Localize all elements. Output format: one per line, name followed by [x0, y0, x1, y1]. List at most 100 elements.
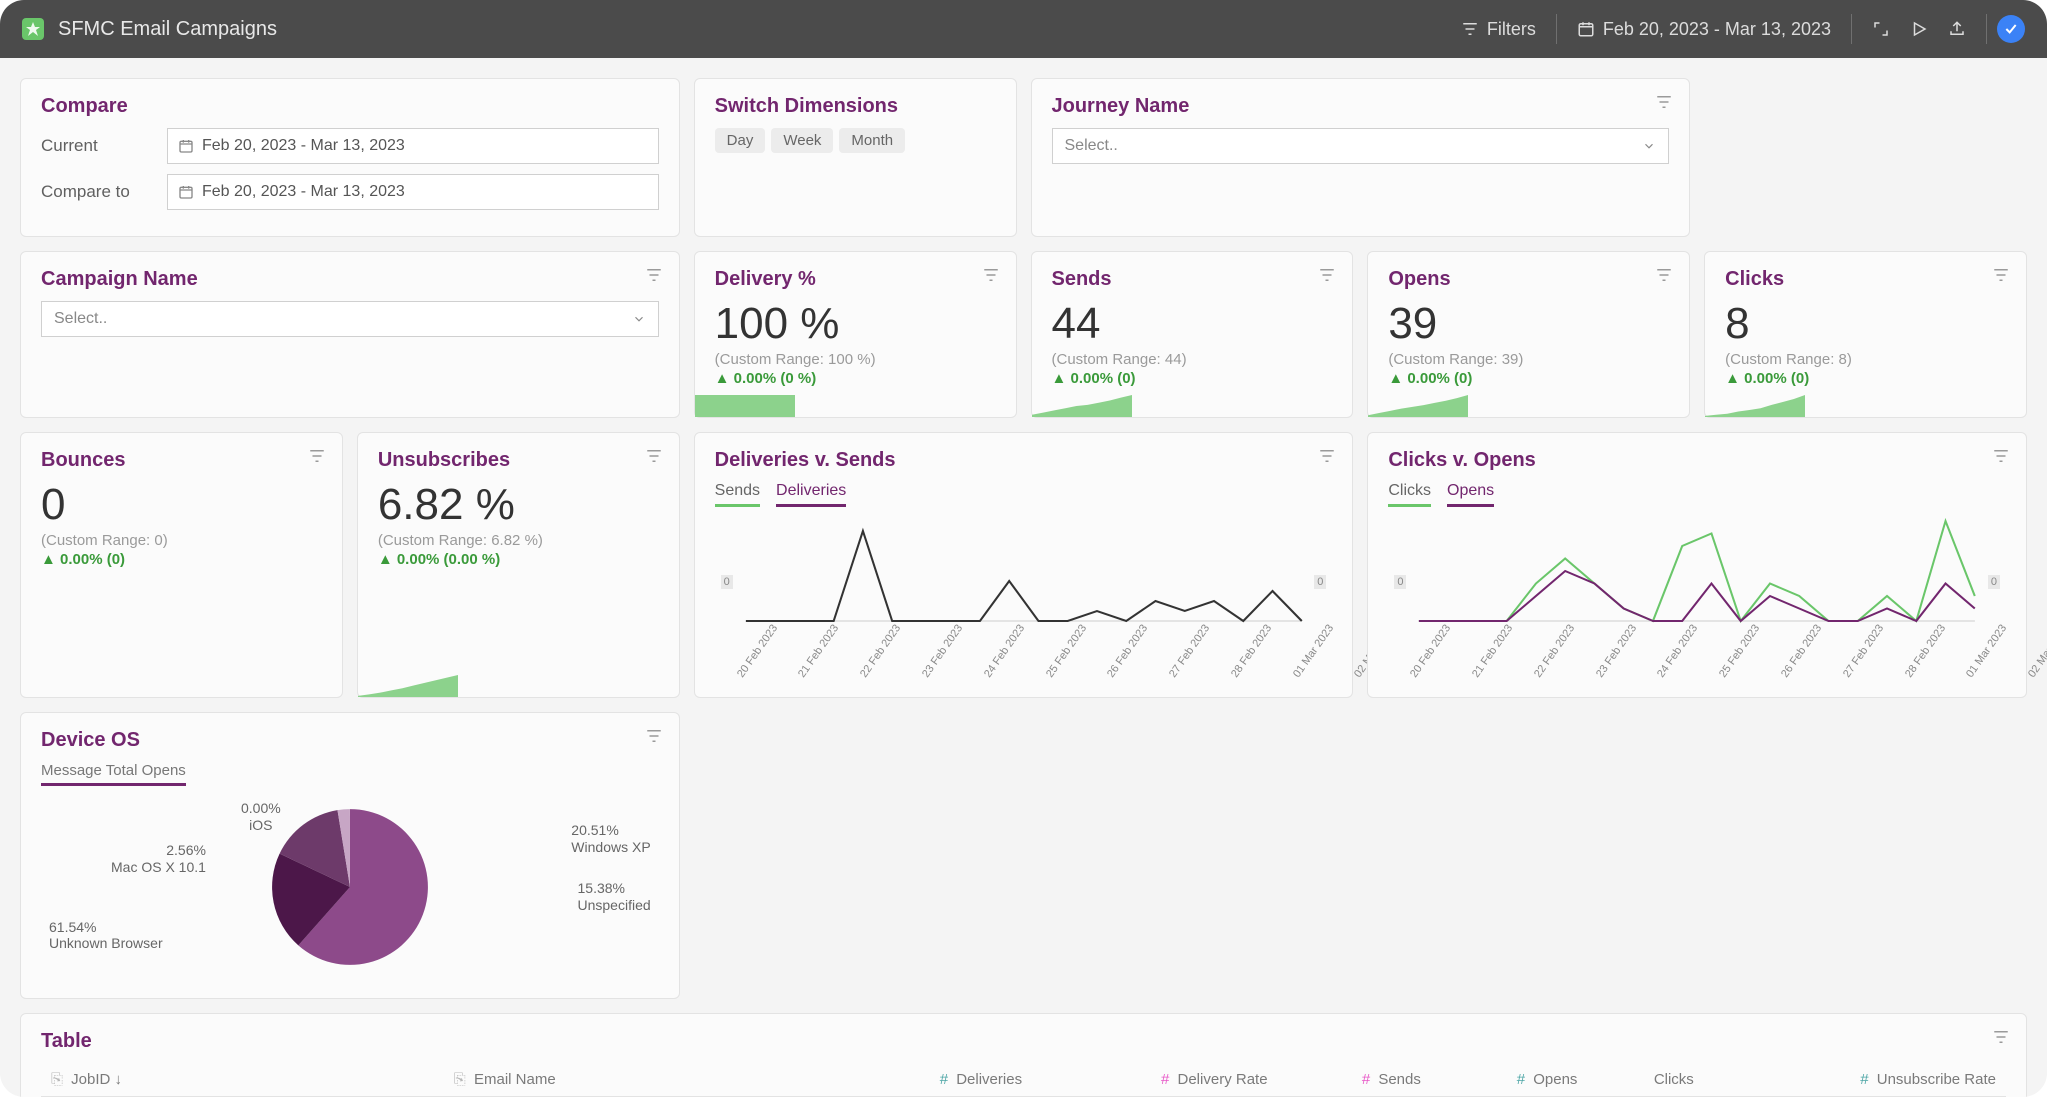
axis-zero: 0: [1394, 575, 1406, 589]
panel-clicks-v-opens: Clicks v. Opens Clicks Opens 0 0 20 Feb …: [1367, 432, 2027, 698]
campaign-placeholder: Select..: [54, 310, 107, 328]
kpi-sparkline: [1368, 395, 1468, 417]
kpi-value: 8: [1725, 301, 2006, 347]
panel-table: Table ⎘ JobID ↓⎘ Email Name# Deliveries#…: [20, 1013, 2027, 1097]
dimension-button[interactable]: Month: [839, 128, 905, 153]
device-subtitle: Message Total Opens: [41, 762, 186, 786]
kpi-value: 100 %: [715, 301, 996, 347]
header-date-range-label: Feb 20, 2023 - Mar 13, 2023: [1603, 19, 1831, 40]
filter-icon[interactable]: [645, 447, 663, 470]
compare-title: Compare: [41, 95, 659, 118]
kpi-sparkline: [1705, 395, 1805, 417]
filter-icon[interactable]: [1992, 266, 2010, 289]
filter-icon[interactable]: [645, 266, 663, 289]
compare-to-value: Feb 20, 2023 - Mar 13, 2023: [202, 183, 405, 201]
kpi-value: 39: [1388, 301, 1669, 347]
panel-deliveries-v-sends: Deliveries v. Sends Sends Deliveries 0 0…: [694, 432, 1354, 698]
kpi-sparkline: [1032, 395, 1132, 417]
compare-current-label: Current: [41, 136, 151, 156]
tab-sends[interactable]: Sends: [715, 482, 760, 507]
compare-to-input[interactable]: Feb 20, 2023 - Mar 13, 2023: [167, 174, 659, 210]
user-avatar[interactable]: [1997, 15, 2025, 43]
axis-zero: 0: [1988, 575, 2000, 589]
deliv-tabs: Sends Deliveries: [715, 482, 1333, 507]
calendar-icon: [178, 138, 194, 154]
table-header[interactable]: Clicks: [1587, 1063, 1703, 1097]
table-header[interactable]: # Sends: [1278, 1063, 1431, 1097]
filter-icon[interactable]: [1318, 447, 1336, 470]
kpi-sparkline: [358, 675, 458, 697]
table-title: Table: [41, 1030, 2006, 1053]
filter-icon[interactable]: [1992, 447, 2010, 470]
table-header[interactable]: ⎘ JobID ↓: [41, 1063, 444, 1097]
tab-clicks[interactable]: Clicks: [1388, 482, 1431, 507]
filter-icon[interactable]: [308, 447, 326, 470]
kpi-title: Clicks: [1725, 268, 2006, 291]
kpi-card: Sends44(Custom Range: 44)▲ 0.00% (0): [1031, 251, 1354, 418]
table-header[interactable]: # Opens: [1431, 1063, 1588, 1097]
compare-current-input[interactable]: Feb 20, 2023 - Mar 13, 2023: [167, 128, 659, 164]
header-date-range[interactable]: Feb 20, 2023 - Mar 13, 2023: [1567, 15, 1841, 44]
filters-label: Filters: [1487, 19, 1536, 40]
tab-deliveries[interactable]: Deliveries: [776, 482, 846, 507]
filter-icon[interactable]: [1992, 1028, 2010, 1051]
pie-label: 61.54%Unknown Browser: [49, 919, 163, 953]
pie-label: 0.00%iOS: [241, 800, 281, 834]
kpi-card: Unsubscribes6.82 %(Custom Range: 6.82 %)…: [357, 432, 680, 698]
kpi-title: Opens: [1388, 268, 1669, 291]
filter-icon[interactable]: [982, 266, 1000, 289]
panel-campaign: Campaign Name Select..: [20, 251, 680, 418]
filters-button[interactable]: Filters: [1451, 15, 1546, 44]
kpi-sparkline: [695, 395, 795, 417]
play-button[interactable]: [1900, 16, 1938, 42]
tab-opens[interactable]: Opens: [1447, 482, 1494, 507]
filter-icon[interactable]: [1655, 266, 1673, 289]
data-table: ⎘ JobID ↓⎘ Email Name# Deliveries# Deliv…: [41, 1063, 2006, 1097]
kpi-range: (Custom Range: 6.82 %): [378, 532, 659, 549]
page-title: SFMC Email Campaigns: [58, 18, 277, 41]
campaign-select[interactable]: Select..: [41, 301, 659, 337]
chevron-down-icon: [632, 312, 646, 326]
dimension-button[interactable]: Week: [771, 128, 833, 153]
device-title: Device OS: [41, 729, 659, 752]
kpi-range: (Custom Range: 39): [1388, 351, 1669, 368]
kpi-value: 44: [1052, 301, 1333, 347]
kpi-sparkline: [21, 675, 121, 697]
kpi-range: (Custom Range: 100 %): [715, 351, 996, 368]
kpi-value: 6.82 %: [378, 482, 659, 528]
dimension-button[interactable]: Day: [715, 128, 766, 153]
journey-select[interactable]: Select..: [1052, 128, 1670, 164]
kpi-title: Delivery %: [715, 268, 996, 291]
table-header[interactable]: # Delivery Rate: [1032, 1063, 1277, 1097]
clicks-title: Clicks v. Opens: [1388, 449, 2006, 472]
axis-zero: 0: [1314, 575, 1326, 589]
device-pie: 61.54%Unknown Browser 20.51%Windows XP 1…: [41, 792, 659, 982]
expand-button[interactable]: [1862, 16, 1900, 42]
table-header[interactable]: # Deliveries: [834, 1063, 1033, 1097]
kpi-delta: ▲ 0.00% (0): [1725, 370, 2006, 387]
panel-switch-dimensions: Switch Dimensions DayWeekMonth: [694, 78, 1017, 237]
journey-placeholder: Select..: [1065, 137, 1118, 155]
kpi-delta: ▲ 0.00% (0): [1388, 370, 1669, 387]
switch-title: Switch Dimensions: [715, 95, 996, 118]
compare-to-label: Compare to: [41, 182, 151, 202]
filter-icon[interactable]: [645, 727, 663, 750]
kpi-delta: ▲ 0.00% (0 %): [715, 370, 996, 387]
clicks-chart: 0 0 20 Feb 202321 Feb 202322 Feb 202323 …: [1388, 511, 2006, 681]
table-header[interactable]: # Unsubscribe Rate: [1704, 1063, 2006, 1097]
kpi-card: Delivery % 100 % (Custom Range: 100 %) ▲ 0.…: [694, 251, 1017, 418]
panel-journey: Journey Name Select..: [1031, 78, 1691, 237]
filter-icon[interactable]: [1655, 93, 1673, 116]
kpi-title: Sends: [1052, 268, 1333, 291]
panel-device-os: Device OS Message Total Opens 61.54%Unkn…: [20, 712, 680, 999]
pie-label: 15.38%Unspecified: [578, 880, 651, 914]
share-button[interactable]: [1938, 16, 1976, 42]
kpi-card: Bounces0(Custom Range: 0)▲ 0.00% (0): [20, 432, 343, 698]
kpi-range: (Custom Range: 44): [1052, 351, 1333, 368]
kpi-delta: ▲ 0.00% (0.00 %): [378, 551, 659, 568]
table-header[interactable]: ⎘ Email Name: [444, 1063, 834, 1097]
axis-zero: 0: [721, 575, 733, 589]
filter-icon[interactable]: [1318, 266, 1336, 289]
logo-icon: [22, 18, 44, 40]
kpi-value: 0: [41, 482, 322, 528]
